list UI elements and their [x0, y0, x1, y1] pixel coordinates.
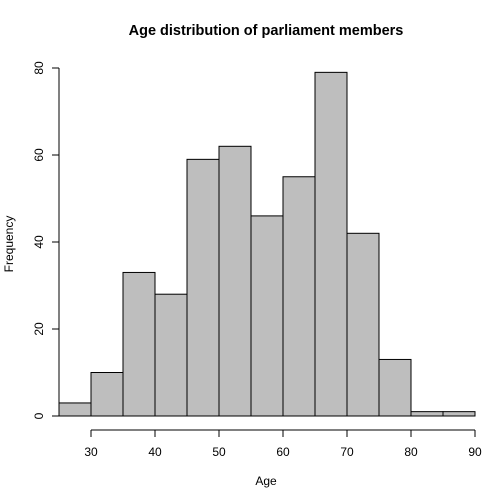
- y-tick-label: 20: [32, 322, 46, 336]
- y-axis: 0 20 40 60 80: [32, 61, 60, 419]
- histogram-bar: [58, 402, 92, 417]
- x-tick-label: 90: [468, 445, 482, 459]
- histogram-bar: [314, 71, 348, 417]
- histogram-bar: [410, 411, 444, 417]
- y-tick-label: 0: [32, 412, 46, 419]
- histogram-bar: [90, 372, 124, 417]
- y-axis-title: Frequency: [2, 216, 16, 273]
- y-tick-label: 80: [32, 61, 46, 75]
- histogram-bar: [122, 271, 156, 417]
- x-axis: 30 40 50 60 70 80 90: [84, 429, 482, 459]
- x-tick-label: 60: [276, 445, 290, 459]
- y-tick-label: 60: [32, 148, 46, 162]
- x-tick-label: 50: [212, 445, 226, 459]
- histogram-bar: [378, 358, 412, 417]
- histogram-bar: [186, 158, 220, 417]
- x-tick-label: 40: [148, 445, 162, 459]
- bars-group: [58, 71, 476, 417]
- x-tick-label: 80: [404, 445, 418, 459]
- histogram-bar: [442, 411, 476, 417]
- x-tick-label: 70: [340, 445, 354, 459]
- x-axis-title: Age: [255, 474, 277, 488]
- histogram-bar: [250, 215, 284, 417]
- histogram-bar: [218, 145, 252, 417]
- chart-title: Age distribution of parliament members: [129, 23, 404, 39]
- x-tick-label: 30: [84, 445, 98, 459]
- y-tick-label: 40: [32, 235, 46, 249]
- histogram-bar: [282, 176, 316, 417]
- histogram-bar: [154, 293, 188, 417]
- histogram-bar: [346, 232, 380, 417]
